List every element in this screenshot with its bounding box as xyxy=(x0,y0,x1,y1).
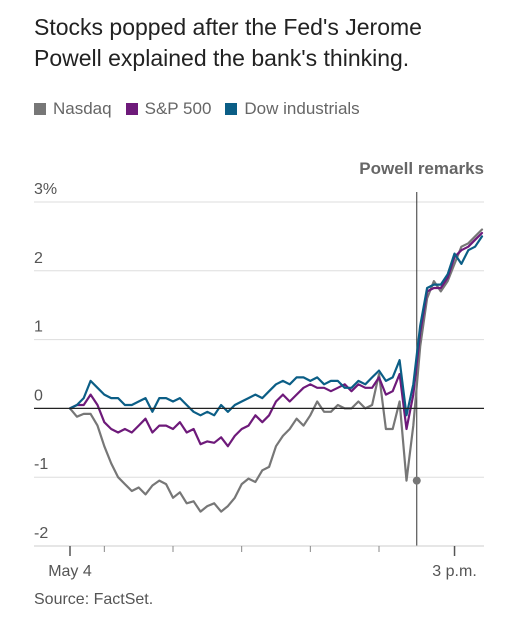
x-tick-label: 3 p.m. xyxy=(432,563,476,580)
series-line-dow xyxy=(68,235,484,417)
legend-label-dow: Dow industrials xyxy=(244,99,360,118)
legend: Nasdaq S&P 500 Dow industrials xyxy=(34,99,374,119)
source-note: Source: FactSet. xyxy=(34,591,154,608)
axis-layer: 3% 2 1 0 -1 -2 May 4 3 p.m. xyxy=(34,181,484,580)
legend-swatch-sp500 xyxy=(125,103,138,115)
y-tick-label: 0 xyxy=(34,387,43,404)
legend-item-sp500: S&P 500 xyxy=(125,99,212,119)
y-tick-label: 2 xyxy=(34,250,43,267)
y-tick-label: -2 xyxy=(34,525,48,542)
series-line-nasdaq xyxy=(68,228,484,513)
legend-label-sp500: S&P 500 xyxy=(144,99,212,118)
y-tick-label: 1 xyxy=(34,319,43,336)
nasdaq-marker-point xyxy=(412,476,421,485)
y-tick-label: -1 xyxy=(34,456,48,473)
chart-title: Stocks popped after the Fed's Jerome Pow… xyxy=(34,14,422,71)
annotation-label: Powell remarks xyxy=(359,159,484,178)
series-line-sp500 xyxy=(68,231,484,448)
legend-swatch-dow xyxy=(225,103,238,115)
series-layer xyxy=(68,228,484,513)
legend-item-nasdaq: Nasdaq xyxy=(34,99,112,119)
annotation-layer: Powell remarks xyxy=(359,159,484,546)
marker-layer xyxy=(412,476,421,485)
x-tick-label: May 4 xyxy=(48,563,92,580)
legend-label-nasdaq: Nasdaq xyxy=(53,99,112,118)
y-tick-label: 3% xyxy=(34,181,57,198)
legend-item-dow: Dow industrials xyxy=(225,99,360,119)
legend-swatch-nasdaq xyxy=(34,103,46,115)
